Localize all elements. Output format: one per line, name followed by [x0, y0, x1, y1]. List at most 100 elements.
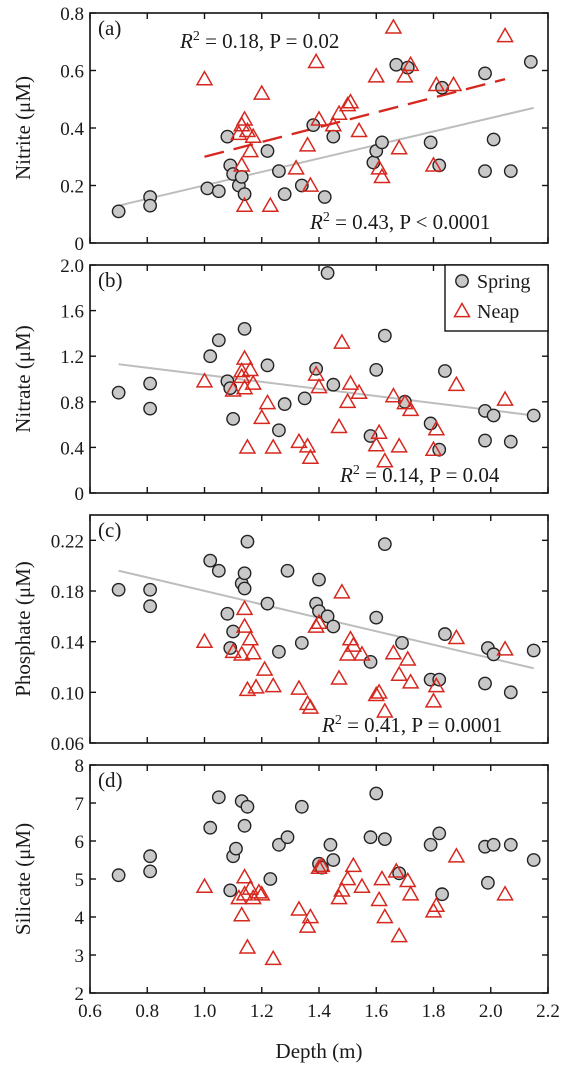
neap-point	[241, 360, 260, 377]
spring-point	[272, 644, 286, 659]
spring-point	[326, 619, 341, 634]
neap-point	[370, 683, 388, 699]
spring-point	[280, 563, 295, 578]
y-tick-label: 5	[75, 870, 85, 891]
neap-point	[398, 650, 417, 666]
spring-point	[211, 184, 226, 199]
neap-point	[244, 888, 262, 905]
spring-point	[317, 190, 332, 204]
spring-point	[523, 54, 538, 69]
spring-point	[226, 411, 241, 426]
neap-point	[330, 417, 348, 434]
spring-point	[277, 187, 292, 202]
spring-point	[503, 685, 518, 700]
y-tick-label: 4	[75, 908, 85, 929]
spring-point	[369, 610, 384, 625]
y-tick-label: 0.4	[60, 438, 84, 459]
spring-point	[237, 321, 252, 336]
y-tick-label: 0.18	[51, 582, 84, 603]
neap-point	[301, 907, 320, 924]
neap-point	[235, 885, 254, 901]
y-tick-label: 0.22	[51, 531, 84, 552]
spring-point	[294, 636, 309, 650]
neap-point	[447, 628, 466, 645]
neap-point	[301, 698, 320, 714]
spring-point	[143, 376, 158, 391]
neap-point	[330, 104, 348, 120]
neap-point	[287, 159, 305, 175]
neap-point	[235, 868, 254, 884]
spring-point	[237, 581, 252, 596]
neap-point	[333, 881, 351, 897]
neap-point	[238, 438, 257, 454]
spring-point	[478, 676, 492, 691]
neap-point	[232, 906, 251, 922]
neap-point	[235, 349, 254, 365]
spring-point	[237, 187, 252, 202]
neap-point	[244, 127, 262, 143]
spring-point	[203, 820, 218, 835]
spring-point	[480, 875, 495, 890]
spring-point	[223, 883, 238, 898]
neap-point	[307, 365, 325, 381]
spring-point	[143, 849, 158, 864]
spring-point	[143, 198, 158, 213]
panel-label: (c)	[98, 518, 121, 542]
neap-point	[398, 871, 417, 888]
neap-point	[384, 387, 403, 403]
spring-point	[237, 566, 252, 581]
y-tick-label: 2	[75, 984, 85, 1005]
legend-spring-label: Spring	[477, 271, 530, 293]
spring-point	[478, 164, 492, 179]
spring-point	[363, 429, 378, 443]
neap-point	[447, 847, 466, 863]
x-tick-label: 1.2	[250, 1001, 274, 1022]
spring-point	[377, 832, 392, 846]
spring-point	[263, 872, 278, 886]
spring-point	[423, 837, 438, 852]
neap-point	[496, 640, 514, 656]
neap-point	[235, 110, 254, 126]
neap-point	[255, 660, 274, 676]
neap-point	[496, 885, 514, 901]
spring-point	[277, 397, 292, 411]
neap-point	[298, 136, 317, 152]
neap-point	[195, 632, 214, 649]
neap-point	[241, 630, 260, 646]
spring-point	[526, 408, 541, 423]
neap-point	[444, 75, 463, 92]
spring-point	[240, 799, 255, 814]
y-tick-label: 0.4	[60, 119, 84, 140]
x-tick-label: 1.8	[422, 1001, 446, 1022]
fit-line-neap	[204, 77, 506, 158]
neap-point	[390, 665, 408, 681]
stat-annotation: R2 = 0.14, P = 0.04	[339, 463, 500, 487]
neap-point	[235, 599, 254, 616]
panel-c: 0.06 0.10 0.14 0.18 0.22 Phosphate (μM) (c) R2 …	[11, 514, 549, 755]
spring-point	[486, 837, 501, 852]
neap-point	[224, 381, 242, 397]
y-tick-label: 2.0	[60, 256, 84, 277]
neap-point	[264, 949, 282, 966]
neap-point	[290, 679, 308, 695]
spring-point	[377, 537, 392, 552]
neap-point	[310, 613, 328, 630]
spring-point	[143, 864, 158, 879]
neap-point	[224, 642, 242, 659]
neap-point	[235, 379, 254, 395]
y-tick-label: 8	[75, 756, 85, 777]
neap-point	[401, 55, 420, 72]
panel-a: 0 0.2 0.4 0.6 0.8 Nitrite (μM) (a) R2 = 0.18, P…	[11, 4, 549, 255]
neap-point	[330, 888, 348, 905]
spring-point	[326, 377, 341, 392]
y-tick-label: 0.2	[60, 177, 84, 198]
spring-point	[435, 887, 449, 902]
neap-point	[252, 84, 271, 100]
spring-point	[438, 627, 452, 641]
neap-point	[496, 390, 514, 406]
neap-point	[376, 907, 394, 924]
neap-point	[424, 902, 443, 918]
panel-d: 2 3 4 5 6 7 8 0.6 0.8 1.0 1.2 1.4 1.6 1.8 2.0 2.2 Silica…	[11, 756, 560, 1022]
neap-point	[401, 400, 420, 417]
